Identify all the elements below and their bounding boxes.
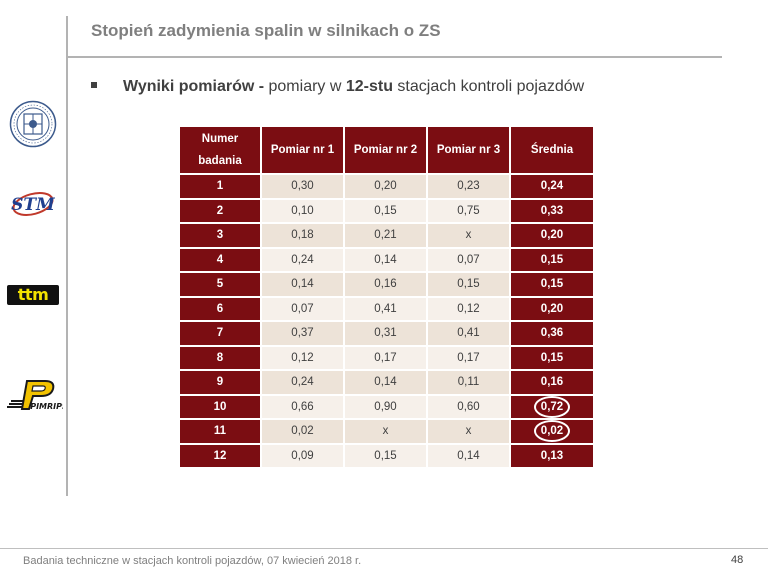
table-row: 7 0,37 0,31 0,41 0,36: [178, 320, 595, 347]
table-row: 1 0,30 0,20 0,23 0,24: [178, 173, 595, 200]
measurements-table: Numer badania Pomiar nr 1 Pomiar nr 2 Pom…: [178, 125, 595, 469]
measurement-2-cell: 0,15: [343, 197, 428, 224]
measurement-2-cell: x: [343, 418, 428, 445]
average-cell: 0,15: [509, 344, 595, 371]
measurement-1-cell: 0,24: [260, 369, 345, 396]
header-measurement-1: Pomiar nr 1: [260, 125, 345, 175]
header-measurement-2: Pomiar nr 2: [343, 125, 428, 175]
average-cell: 0,16: [509, 369, 595, 396]
measurement-1-cell: 0,24: [260, 246, 345, 273]
average-cell: 0,02: [509, 418, 595, 445]
row-number-cell: 2: [178, 197, 262, 224]
measurement-1-cell: 0,30: [260, 173, 345, 200]
row-number-cell: 6: [178, 295, 262, 322]
measurement-3-cell: 0,75: [426, 197, 511, 224]
table-row: 5 0,14 0,16 0,15 0,15: [178, 271, 595, 298]
average-cell: 0,20: [509, 295, 595, 322]
bullet-bold-count: 12-stu: [345, 78, 393, 95]
ttm-logo-icon: ttm: [7, 285, 59, 305]
measurement-2-cell: 0,14: [343, 246, 428, 273]
average-cell: 0,15: [509, 246, 595, 273]
measurement-1-cell: 0,66: [260, 393, 345, 420]
row-number-cell: 11: [178, 418, 262, 445]
measurement-1-cell: 0,02: [260, 418, 345, 445]
svg-text:PIMRIPS: PIMRIPS: [30, 402, 63, 411]
measurement-1-cell: 0,07: [260, 295, 345, 322]
measurement-2-cell: 0,17: [343, 344, 428, 371]
measurement-3-cell: 0,07: [426, 246, 511, 273]
pimrips-logo-icon: PIMRIPS: [7, 380, 63, 411]
measurement-3-cell: 0,15: [426, 271, 511, 298]
measurement-2-cell: 0,20: [343, 173, 428, 200]
svg-text:STM: STM: [11, 195, 55, 215]
header-number: Numer badania: [178, 125, 262, 175]
measurement-3-cell: 0,17: [426, 344, 511, 371]
measurement-2-cell: 0,21: [343, 222, 428, 249]
measurement-1-cell: 0,09: [260, 442, 345, 469]
measurement-2-cell: 0,31: [343, 320, 428, 347]
bullet-square-icon: [91, 81, 97, 88]
row-number-cell: 7: [178, 320, 262, 347]
slide-title: Stopień zadymienia spalin w silnikach o …: [91, 21, 441, 40]
average-cell: 0,15: [509, 271, 595, 298]
table-row: 12 0,09 0,15 0,14 0,13: [178, 442, 595, 469]
row-number-cell: 10: [178, 393, 262, 420]
table-row: 6 0,07 0,41 0,12 0,20: [178, 295, 595, 322]
header-measurement-3: Pomiar nr 3: [426, 125, 511, 175]
row-number-cell: 4: [178, 246, 262, 273]
table-row: 11 0,02 x x 0,02: [178, 418, 595, 445]
measurement-3-cell: 0,14: [426, 442, 511, 469]
row-number-cell: 1: [178, 173, 262, 200]
row-number-cell: 5: [178, 271, 262, 298]
average-cell: 0,20: [509, 222, 595, 249]
table-row: 2 0,10 0,15 0,75 0,33: [178, 197, 595, 224]
measurement-1-cell: 0,12: [260, 344, 345, 371]
table-row: 4 0,24 0,14 0,07 0,15: [178, 246, 595, 273]
page-number: 48: [731, 554, 744, 566]
table-row: 9 0,24 0,14 0,11 0,16: [178, 369, 595, 396]
measurement-1-cell: 0,37: [260, 320, 345, 347]
average-cell: 0,24: [509, 173, 595, 200]
measurement-3-cell: 0,60: [426, 393, 511, 420]
bullet-line: Wyniki pomiarów - pomiary w 12-stu stacj…: [91, 78, 584, 96]
measurement-3-cell: x: [426, 222, 511, 249]
measurement-3-cell: 0,23: [426, 173, 511, 200]
average-cell: 0,33: [509, 197, 595, 224]
average-cell: 0,13: [509, 442, 595, 469]
measurement-2-cell: 0,41: [343, 295, 428, 322]
table-row: 8 0,12 0,17 0,17 0,15: [178, 344, 595, 371]
measurement-2-cell: 0,15: [343, 442, 428, 469]
measurement-1-cell: 0,14: [260, 271, 345, 298]
vertical-divider: [66, 16, 68, 496]
measurement-2-cell: 0,14: [343, 369, 428, 396]
stm-logo-icon: STM: [11, 192, 55, 216]
measurement-3-cell: x: [426, 418, 511, 445]
average-cell: 0,72: [509, 393, 595, 420]
university-seal-icon: [9, 100, 57, 148]
title-divider: [66, 56, 722, 58]
measurement-1-cell: 0,10: [260, 197, 345, 224]
row-number-cell: 9: [178, 369, 262, 396]
row-number-cell: 12: [178, 442, 262, 469]
measurement-3-cell: 0,41: [426, 320, 511, 347]
bullet-text-a: pomiary w: [264, 78, 346, 95]
header-average: Średnia: [509, 125, 595, 175]
row-number-cell: 3: [178, 222, 262, 249]
measurement-3-cell: 0,11: [426, 369, 511, 396]
table-header-row: Numer badania Pomiar nr 1 Pomiar nr 2 Pom…: [178, 125, 595, 175]
table-row: 10 0,66 0,90 0,60 0,72: [178, 393, 595, 420]
average-cell: 0,36: [509, 320, 595, 347]
table-row: 3 0,18 0,21 x 0,20: [178, 222, 595, 249]
footer-caption: Badania techniczne w stacjach kontroli p…: [23, 555, 362, 567]
measurement-1-cell: 0,18: [260, 222, 345, 249]
row-number-cell: 8: [178, 344, 262, 371]
measurement-3-cell: 0,12: [426, 295, 511, 322]
footer-divider: [0, 548, 768, 549]
measurement-2-cell: 0,90: [343, 393, 428, 420]
bullet-bold-lead: Wyniki pomiarów -: [123, 78, 265, 95]
bullet-text-b: stacjach kontroli pojazdów: [392, 78, 585, 95]
measurement-2-cell: 0,16: [343, 271, 428, 298]
